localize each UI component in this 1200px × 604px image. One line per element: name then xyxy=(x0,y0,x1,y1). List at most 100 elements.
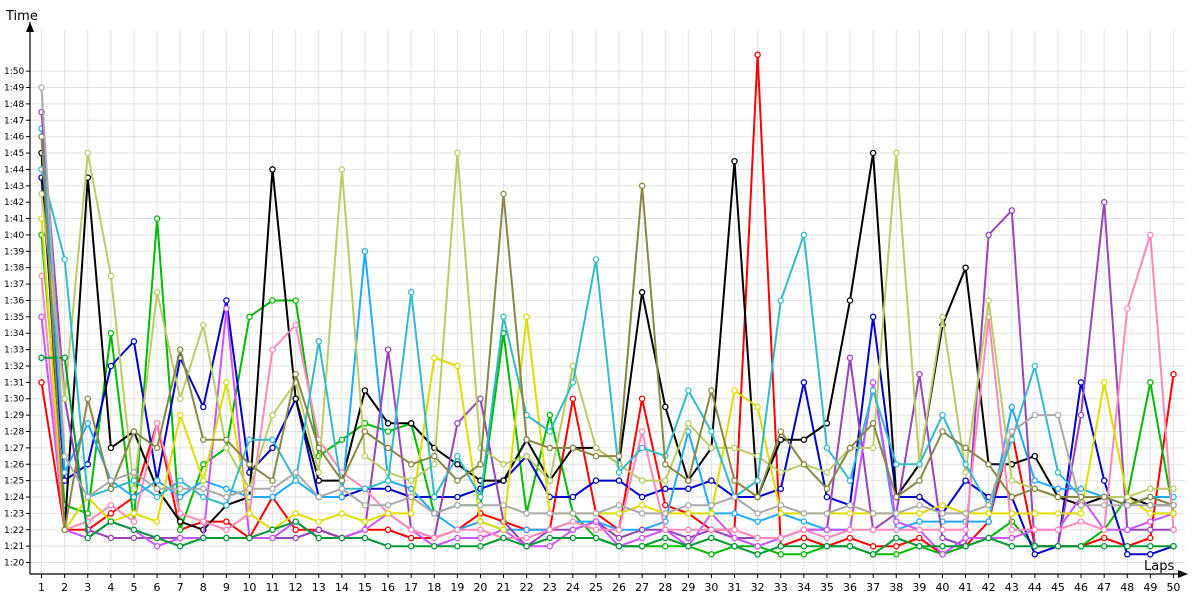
data-point xyxy=(1031,411,1039,419)
data-point xyxy=(823,534,831,542)
data-point xyxy=(708,534,715,542)
data-point xyxy=(893,526,900,534)
data-point xyxy=(662,534,669,542)
data-point xyxy=(731,534,738,542)
data-point xyxy=(176,542,184,550)
data-point xyxy=(1124,551,1131,558)
data-point xyxy=(1147,510,1154,517)
data-point xyxy=(200,461,207,468)
data-point xyxy=(1077,379,1085,386)
y-tick-label: 1:23 xyxy=(4,509,24,519)
data-point xyxy=(800,379,808,386)
data-point xyxy=(846,297,854,304)
data-point xyxy=(662,501,669,509)
data-point xyxy=(500,526,507,534)
data-point xyxy=(1147,526,1154,534)
x-tick-label: 30 xyxy=(704,581,718,594)
data-point xyxy=(61,256,68,263)
data-point xyxy=(916,461,923,468)
x-tick-label: 6 xyxy=(154,581,161,594)
data-point xyxy=(130,534,138,542)
data-point xyxy=(754,510,761,517)
data-point xyxy=(569,444,577,452)
data-point xyxy=(1031,362,1039,370)
data-point xyxy=(1054,493,1062,501)
data-point xyxy=(638,182,646,190)
x-tick-label: 34 xyxy=(797,581,811,594)
data-point xyxy=(523,510,530,517)
data-point xyxy=(431,534,438,542)
data-point xyxy=(384,526,392,534)
data-point xyxy=(846,534,854,542)
data-point xyxy=(638,428,646,435)
data-point xyxy=(615,469,623,476)
series-line xyxy=(40,53,1175,556)
data-point xyxy=(338,510,346,517)
data-point xyxy=(800,526,808,534)
x-tick-label: 46 xyxy=(1074,581,1088,594)
data-point xyxy=(1100,379,1108,386)
x-tick-label: 11 xyxy=(266,581,280,594)
data-point xyxy=(685,420,692,427)
data-point xyxy=(777,469,785,476)
data-point xyxy=(38,133,45,140)
data-point xyxy=(985,231,992,239)
data-point xyxy=(662,485,669,493)
data-point xyxy=(454,452,461,460)
data-point xyxy=(731,157,738,165)
data-point xyxy=(569,526,577,534)
data-point xyxy=(939,428,946,435)
data-point xyxy=(708,428,715,435)
data-point xyxy=(615,452,623,460)
data-point xyxy=(685,542,692,550)
data-point xyxy=(384,485,392,493)
data-point xyxy=(477,534,484,542)
data-point xyxy=(176,395,184,402)
data-point xyxy=(638,477,646,484)
data-point xyxy=(800,534,808,542)
data-point xyxy=(985,501,992,509)
data-point xyxy=(846,542,854,550)
data-point xyxy=(407,485,415,493)
data-point xyxy=(176,411,184,419)
x-tick-label: 24 xyxy=(566,581,580,594)
data-point xyxy=(1054,485,1062,493)
data-point xyxy=(1100,542,1108,550)
data-point xyxy=(176,477,184,484)
data-point xyxy=(84,420,92,427)
data-point xyxy=(130,493,138,501)
data-point xyxy=(754,452,761,460)
data-point xyxy=(500,501,507,509)
y-tick-label: 1:29 xyxy=(4,411,24,421)
data-point xyxy=(592,444,600,452)
data-point xyxy=(500,461,507,468)
data-point xyxy=(384,444,392,452)
x-tick-label: 3 xyxy=(84,581,91,594)
data-point xyxy=(916,518,923,525)
data-point xyxy=(338,534,346,542)
x-tick-label: 36 xyxy=(843,581,857,594)
data-point xyxy=(223,305,230,312)
data-point xyxy=(777,534,785,542)
y-tick-label: 1:38 xyxy=(4,264,24,274)
data-point xyxy=(431,542,438,550)
data-point xyxy=(246,461,253,468)
data-point xyxy=(893,461,900,468)
series-13 xyxy=(38,354,1177,558)
data-point xyxy=(823,493,831,501)
data-point xyxy=(176,485,184,493)
data-point xyxy=(823,510,831,517)
data-point xyxy=(292,510,299,517)
data-point xyxy=(477,542,484,550)
data-point xyxy=(153,289,161,296)
data-point xyxy=(800,542,808,550)
data-point xyxy=(107,329,115,337)
data-point xyxy=(569,518,577,525)
data-point xyxy=(615,477,623,484)
data-point xyxy=(107,534,115,542)
data-point xyxy=(1147,485,1154,493)
data-point xyxy=(361,526,369,534)
data-point xyxy=(407,477,415,484)
data-point xyxy=(361,501,369,509)
data-point xyxy=(615,534,623,542)
